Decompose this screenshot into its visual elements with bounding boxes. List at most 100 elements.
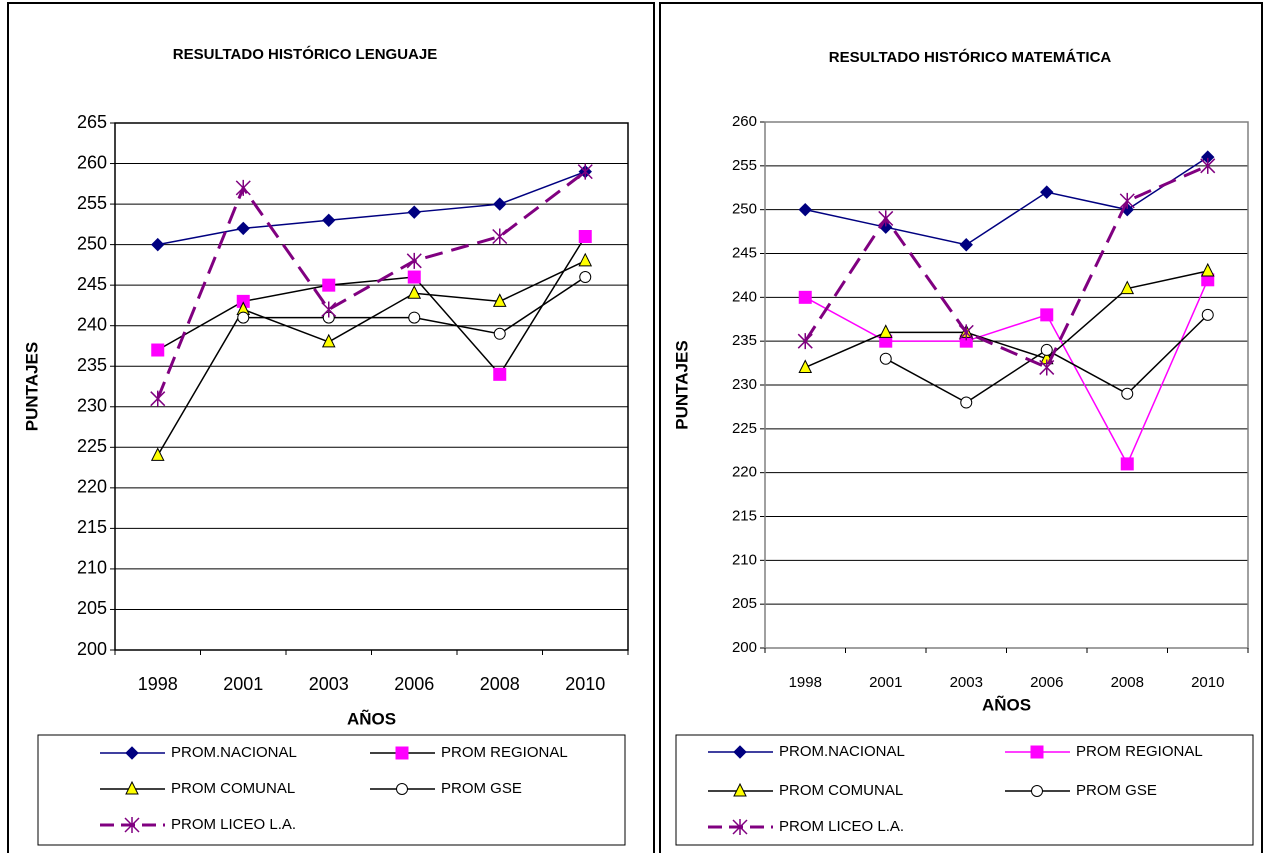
y-tick-label: 250 <box>77 233 107 253</box>
y-tick-label: 255 <box>732 157 757 174</box>
y-tick-label: 210 <box>732 551 757 568</box>
y-tick-label: 230 <box>77 396 107 416</box>
legend-box <box>37 734 626 846</box>
marker <box>407 285 422 299</box>
legend-marker <box>124 817 140 833</box>
legend-box <box>675 734 1254 846</box>
legend-label: PROM REGIONAL <box>1076 743 1203 760</box>
y-axis-label: PUNTAJES <box>22 342 41 431</box>
marker <box>150 390 166 407</box>
panel-border <box>7 2 655 853</box>
marker <box>879 352 892 365</box>
legend-marker <box>125 780 139 795</box>
x-tick-label: 2008 <box>480 674 520 694</box>
marker <box>151 343 165 357</box>
marker <box>236 221 250 236</box>
series-line <box>805 156 1209 246</box>
marker <box>1200 262 1215 277</box>
legend-marker <box>396 783 408 795</box>
y-tick-label: 215 <box>77 517 107 537</box>
series-line <box>157 236 586 376</box>
marker <box>493 197 507 211</box>
legend-label: PROM COMUNAL <box>779 782 903 799</box>
legend-marker <box>125 746 139 760</box>
series-line <box>804 279 1209 466</box>
marker <box>878 210 894 227</box>
legend-label: PROM.NACIONAL <box>779 743 905 760</box>
marker <box>1120 457 1134 471</box>
marker <box>959 238 973 252</box>
y-tick-label: 260 <box>732 113 757 130</box>
y-tick-label: 250 <box>732 201 757 218</box>
marker <box>493 367 507 381</box>
marker <box>321 333 336 348</box>
y-tick-label: 255 <box>77 193 107 213</box>
y-tick-label: 210 <box>77 558 107 578</box>
legend-label: PROM REGIONAL <box>441 744 568 761</box>
y-tick-label: 235 <box>77 355 107 375</box>
marker <box>1121 387 1134 400</box>
x-axis-label: AÑOS <box>982 694 1031 714</box>
y-tick-label: 215 <box>732 507 757 524</box>
marker <box>578 252 593 267</box>
legend-label: PROM LICEO L.A. <box>171 816 296 833</box>
marker <box>798 290 812 304</box>
legend-label: PROM GSE <box>1076 782 1157 799</box>
marker <box>1040 185 1054 199</box>
marker <box>322 213 336 227</box>
marker <box>407 205 421 219</box>
series-line <box>156 170 587 400</box>
y-tick-label: 265 <box>77 112 107 132</box>
legend-label: PROM.NACIONAL <box>171 744 297 761</box>
marker <box>407 270 421 284</box>
y-tick-label: 240 <box>77 314 107 334</box>
marker <box>1040 343 1053 356</box>
legend-marker <box>395 746 409 760</box>
legend-label: PROM LICEO L.A. <box>779 818 904 835</box>
marker <box>579 271 592 284</box>
marker <box>1039 359 1055 376</box>
chart-title: RESULTADO HISTÓRICO LENGUAJE <box>173 45 437 63</box>
marker <box>577 163 593 180</box>
y-tick-label: 200 <box>732 639 757 656</box>
x-tick-label: 2010 <box>565 674 605 694</box>
y-tick-label: 225 <box>77 436 107 456</box>
marker <box>408 311 421 324</box>
x-tick-label: 2001 <box>223 674 263 694</box>
marker <box>958 324 974 341</box>
y-tick-label: 245 <box>77 274 107 294</box>
legend-marker <box>733 745 747 759</box>
marker <box>798 202 812 217</box>
marker <box>406 252 422 269</box>
legend-label: PROM COMUNAL <box>171 780 295 797</box>
x-tick-label: 2003 <box>309 674 349 694</box>
x-tick-label: 2003 <box>950 674 983 691</box>
y-tick-label: 220 <box>77 477 107 497</box>
y-tick-label: 225 <box>732 420 757 437</box>
marker <box>322 278 336 292</box>
marker <box>578 230 592 244</box>
legend-marker <box>732 819 748 835</box>
plot-area <box>115 123 628 650</box>
marker <box>1201 308 1214 321</box>
x-tick-label: 2001 <box>869 674 902 691</box>
x-tick-label: 1998 <box>138 674 178 694</box>
y-tick-label: 205 <box>732 595 757 612</box>
legend-label: PROM GSE <box>441 780 522 797</box>
y-tick-label: 205 <box>77 598 107 618</box>
legend-marker <box>733 782 747 797</box>
marker <box>1040 308 1054 322</box>
marker <box>1200 157 1216 174</box>
y-tick-label: 200 <box>77 639 107 659</box>
marker <box>1119 192 1135 209</box>
x-tick-label: 2006 <box>1030 674 1063 691</box>
x-tick-label: 2008 <box>1111 674 1144 691</box>
marker <box>321 301 337 318</box>
marker <box>151 237 165 252</box>
series-line <box>157 170 586 246</box>
y-tick-label: 220 <box>732 464 757 481</box>
y-tick-label: 235 <box>732 332 757 349</box>
x-tick-label: 2006 <box>394 674 434 694</box>
marker <box>150 447 165 461</box>
